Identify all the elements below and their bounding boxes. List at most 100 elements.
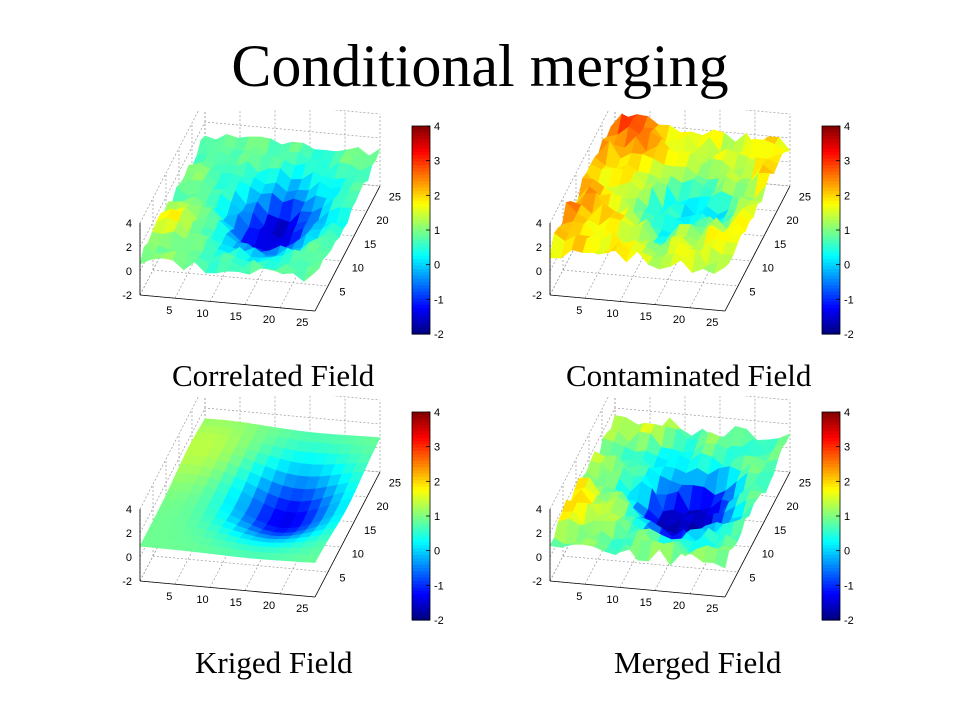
colorbar-band <box>412 327 430 332</box>
colorbar-band <box>412 467 430 472</box>
y-tick-label: 5 <box>339 572 345 584</box>
surface-panel-contaminated: 5 10 15 20 25 5 10 15 20 25 4 2 0 -2 4 3 2 1 0 -1 -2 <box>520 110 920 370</box>
z-tick-label: 2 <box>126 528 132 540</box>
surface <box>549 113 791 275</box>
x-tick-label: 20 <box>263 600 275 612</box>
x-tick-label: 5 <box>576 305 582 317</box>
colorbar-band <box>412 441 430 446</box>
z-tick-label: 4 <box>126 504 132 516</box>
colorbar-band <box>822 204 840 208</box>
colorbar-band <box>412 148 430 153</box>
colorbar-band <box>412 477 430 481</box>
colorbar-band <box>412 542 430 546</box>
colorbar-band <box>412 304 430 309</box>
colorbar-band <box>412 587 430 592</box>
colorbar-band <box>822 509 840 514</box>
colorbar-band <box>412 165 430 169</box>
y-tick-label: 20 <box>786 501 798 513</box>
colorbar-band <box>822 256 840 260</box>
colorbar-band <box>822 285 840 290</box>
colorbar-band <box>412 298 430 303</box>
colorbar-tick-label: 1 <box>844 225 850 237</box>
colorbar-band <box>412 525 430 530</box>
colorbar-tick-label: 3 <box>844 156 850 168</box>
colorbar-band <box>412 275 430 280</box>
colorbar-band <box>412 145 430 150</box>
y-tick-label: 10 <box>762 263 774 275</box>
colorbar-band <box>822 613 840 618</box>
z-tick-label: 0 <box>536 266 542 278</box>
colorbar-band <box>412 174 430 179</box>
colorbar-band <box>822 454 840 459</box>
surface-patch <box>713 261 730 275</box>
colorbar-band <box>822 226 840 231</box>
x-tick-label: 20 <box>263 314 275 326</box>
colorbar-band <box>412 288 430 293</box>
colorbar-band <box>412 204 430 208</box>
colorbar-band <box>822 239 840 244</box>
colorbar-tick-label: 2 <box>434 190 440 202</box>
colorbar-band <box>412 522 430 527</box>
colorbar-band <box>822 230 840 234</box>
colorbar-band <box>412 516 430 520</box>
colorbar-band <box>822 272 840 277</box>
colorbar-band <box>412 152 430 156</box>
colorbar-band <box>822 295 840 299</box>
surface-patch <box>303 554 320 563</box>
colorbar-band <box>822 551 840 556</box>
colorbar-band <box>822 135 840 140</box>
colorbar-band <box>412 597 430 602</box>
colorbar-band <box>412 561 430 566</box>
colorbar-band <box>822 577 840 582</box>
y-tick-label: 5 <box>749 286 755 298</box>
x-axis-line <box>549 580 726 598</box>
z-tick-label: 2 <box>126 242 132 254</box>
colorbar-band <box>822 587 840 592</box>
colorbar-band <box>412 252 430 257</box>
colorbar-band <box>822 132 840 137</box>
colorbar-band <box>412 126 430 130</box>
colorbar-tick-label: 1 <box>434 225 440 237</box>
caption-contaminated-field: Contaminated Field <box>566 358 812 393</box>
x-tick-label: 10 <box>606 594 618 606</box>
colorbar-band <box>822 223 840 228</box>
colorbar-band <box>412 460 430 465</box>
y-tick-label: 20 <box>786 215 798 227</box>
x-tick-label: 15 <box>640 597 652 609</box>
colorbar-band <box>822 460 840 465</box>
colorbar-band <box>822 415 840 420</box>
z-tick-label: 4 <box>536 504 542 516</box>
colorbar-band <box>822 252 840 257</box>
colorbar-band <box>822 187 840 192</box>
colorbar-band <box>412 428 430 433</box>
colorbar-band <box>412 535 430 540</box>
colorbar-band <box>822 217 840 221</box>
colorbar-band <box>412 161 430 166</box>
surface-panel-merged: 5 10 15 20 25 5 10 15 20 25 4 2 0 -2 4 3 2 1 0 -1 -2 <box>520 396 920 656</box>
y-axis-line <box>724 185 791 312</box>
colorbar-band <box>822 594 840 598</box>
colorbar-band <box>822 441 840 446</box>
y-axis-line <box>314 185 381 312</box>
grid-line <box>562 269 739 287</box>
colorbar-band <box>822 464 840 468</box>
colorbar-tick-label: 0 <box>844 260 850 272</box>
colorbar-band <box>412 184 430 189</box>
colorbar-band <box>822 129 840 134</box>
colorbar-band <box>412 529 430 533</box>
colorbar-band <box>412 607 430 611</box>
colorbar-band <box>412 548 430 553</box>
colorbar-band <box>822 269 840 273</box>
y-tick-label: 5 <box>749 572 755 584</box>
colorbar-band <box>822 431 840 436</box>
x-tick-label: 10 <box>196 594 208 606</box>
z-tick-label: 2 <box>536 528 542 540</box>
colorbar-band <box>822 275 840 280</box>
colorbar-band <box>412 278 430 283</box>
colorbar-band <box>822 178 840 182</box>
colorbar-band <box>822 304 840 309</box>
colorbar-band <box>822 233 840 238</box>
x-tick-label: 10 <box>606 308 618 320</box>
colorbar-band <box>822 152 840 156</box>
